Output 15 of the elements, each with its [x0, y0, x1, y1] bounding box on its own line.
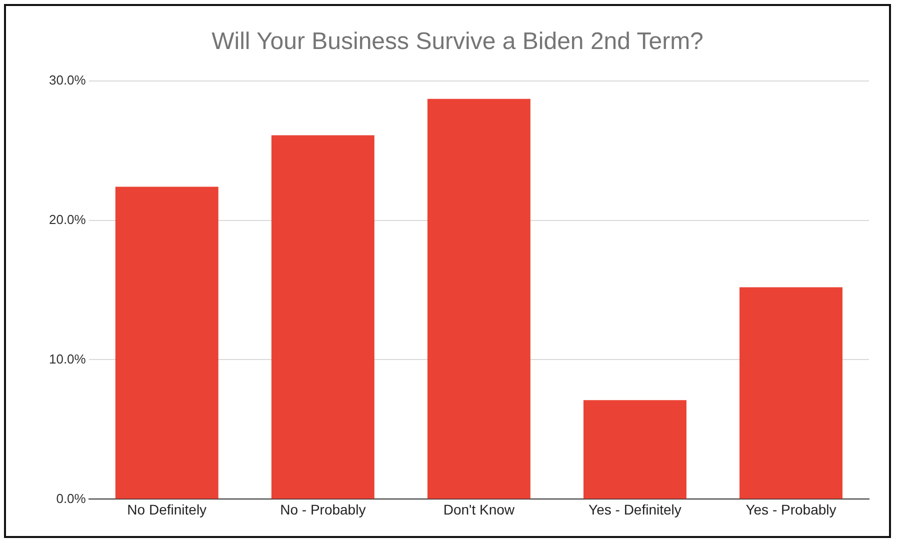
x-tick-label: No Definitely — [127, 501, 207, 518]
x-tick-label: Don't Know — [443, 501, 516, 518]
y-tick-label: 30.0% — [48, 72, 86, 88]
bar — [427, 98, 530, 499]
bar — [115, 186, 218, 499]
x-tick-label: Yes - Probably — [746, 501, 836, 518]
bar — [583, 400, 686, 499]
bar — [739, 287, 842, 499]
y-tick-label: 0.0% — [56, 490, 86, 506]
x-tick-label: Yes - Definitely — [588, 501, 682, 518]
bar — [271, 135, 374, 499]
y-tick-label: 20.0% — [48, 212, 86, 227]
y-tick-label: 10.0% — [48, 351, 86, 366]
x-tick-label: No - Probably — [280, 501, 366, 518]
chart-title: Will Your Business Survive a Biden 2nd Term? — [212, 28, 704, 56]
